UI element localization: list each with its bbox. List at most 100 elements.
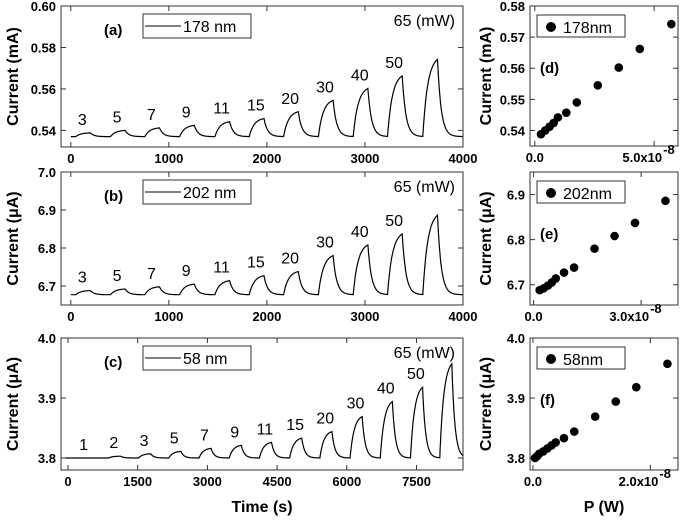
data-point (559, 433, 569, 443)
y-tick-label: 4.0 (507, 331, 525, 346)
power-label: 9 (230, 424, 239, 441)
x-tick-label: 0.0 (526, 150, 544, 165)
power-label: 15 (247, 255, 265, 272)
y-axis-label: Current (μA) (5, 191, 22, 285)
power-label: 3 (78, 112, 87, 129)
data-point (630, 218, 640, 228)
x-tick-label: 5.0x10 (622, 150, 662, 165)
power-label: 11 (213, 101, 230, 118)
x-tick-label: 4000 (449, 151, 478, 166)
x-tick-label: 0 (67, 151, 74, 166)
x-tick-label: 4500 (263, 474, 292, 489)
x-tick-label: 0 (64, 474, 71, 489)
data-point (614, 63, 624, 72)
legend-marker (546, 188, 556, 198)
y-tick-label: 3.9 (507, 391, 525, 406)
data-point (590, 244, 599, 253)
y-tick-label: 0.54 (500, 123, 526, 138)
y-tick-label: 0.58 (500, 0, 525, 14)
panel-f: 0.0 2.0x10-8 3.8 3.9 4.0 Current (μA) P (W) 58n… (478, 331, 679, 516)
power-label: 3 (140, 433, 149, 450)
y-tick-label: 0.54 (31, 123, 57, 138)
power-label: 30 (316, 235, 334, 252)
x-tick-exponent: -8 (659, 466, 671, 481)
legend: 178nm (536, 14, 626, 38)
x-tick-label: 1000 (154, 151, 183, 166)
x-tick-label: 2000 (252, 309, 281, 324)
x-tick-label: 3.0x10 (609, 309, 649, 324)
power-label: 1 (79, 437, 88, 454)
y-axis-label: Current (μA) (478, 191, 495, 285)
legend-label: 58nm (563, 352, 603, 369)
legend-marker (546, 22, 556, 32)
power-label: 7 (147, 266, 156, 283)
data-point (667, 19, 676, 29)
y-tick-label: 3.9 (38, 391, 56, 406)
x-tick-label: 0.0 (525, 309, 543, 324)
plot-frame (529, 337, 679, 471)
x-tick-label: 6000 (332, 474, 361, 489)
data-point (561, 108, 571, 118)
panel-d: 0.0 5.0x10-8 0.54 0.55 0.56 0.57 0.58 Current (… (478, 0, 679, 165)
power-label: 50 (385, 213, 403, 230)
power-label: 30 (316, 79, 334, 96)
legend-marker (546, 354, 556, 364)
x-tick-label: 1500 (123, 474, 152, 489)
power-label: 20 (281, 91, 299, 108)
y-tick-label: 0.57 (500, 30, 525, 45)
panel-label: (b) (104, 188, 123, 205)
current-trace (70, 213, 463, 296)
plot-frame (529, 171, 679, 306)
data-point (593, 81, 603, 90)
y-tick-label: 0.58 (31, 40, 56, 55)
legend: 178 nm (142, 13, 252, 39)
plot-frame (60, 337, 464, 471)
power-label: 20 (281, 251, 299, 268)
legend-label: 202nm (563, 186, 612, 203)
y-tick-label: 3.8 (507, 451, 525, 466)
power-label: 15 (247, 98, 265, 115)
power-label: 30 (347, 396, 365, 413)
y-tick-label: 0.60 (31, 0, 56, 14)
y-axis-label: Current (mA) (5, 27, 22, 126)
current-trace (70, 58, 463, 138)
power-label: 5 (113, 109, 122, 126)
x-tick-label: 7500 (402, 474, 431, 489)
y-tick-label: 6.7 (38, 279, 56, 294)
y-tick-label: 6.8 (38, 241, 56, 256)
x-tick-label: 2000 (252, 151, 281, 166)
x-tick-label: 0 (67, 309, 74, 324)
x-tick-label: 3000 (350, 309, 379, 324)
legend-label: 178nm (563, 20, 612, 37)
power-label: 40 (377, 381, 395, 398)
power-label: 7 (147, 107, 156, 124)
panel-label: (f) (540, 392, 555, 409)
power-label: 20 (316, 411, 334, 428)
legend: 202 nm (142, 179, 252, 205)
y-axis-label: Current (mA) (478, 27, 495, 126)
power-label: 11 (257, 421, 274, 438)
x-tick-label: 4000 (449, 309, 478, 324)
panel-c: 0 1500 3000 4500 6000 7500 3.8 3.9 4.0 Current (μ… (5, 331, 464, 516)
data-point (551, 438, 560, 447)
legend: 202nm (536, 180, 626, 204)
y-tick-label: 0.55 (500, 92, 525, 107)
data-point (610, 231, 619, 241)
power-label: 9 (182, 104, 191, 121)
x-tick-label: 1000 (154, 309, 183, 324)
power-label: 40 (351, 68, 369, 85)
panel-a: 0 1000 2000 3000 4000 0.54 0.56 0.58 0.60 Current… (5, 0, 477, 166)
power-label: 9 (182, 263, 191, 280)
x-tick-label: 2.0x10 (619, 474, 659, 489)
y-tick-label: 6.8 (507, 233, 525, 248)
power-label: 2 (109, 435, 118, 452)
data-point (590, 412, 600, 421)
panel-e: 0.0 3.0x10-8 6.7 6.8 6.9 Current (μA) 202nm (e) (478, 171, 679, 324)
legend: 58nm (536, 346, 626, 370)
current-trace (65, 361, 464, 459)
legend-label: 202 nm (183, 185, 236, 202)
power-label: 50 (385, 55, 403, 72)
y-tick-label: 6.7 (507, 278, 525, 293)
power-label: 40 (351, 224, 369, 241)
